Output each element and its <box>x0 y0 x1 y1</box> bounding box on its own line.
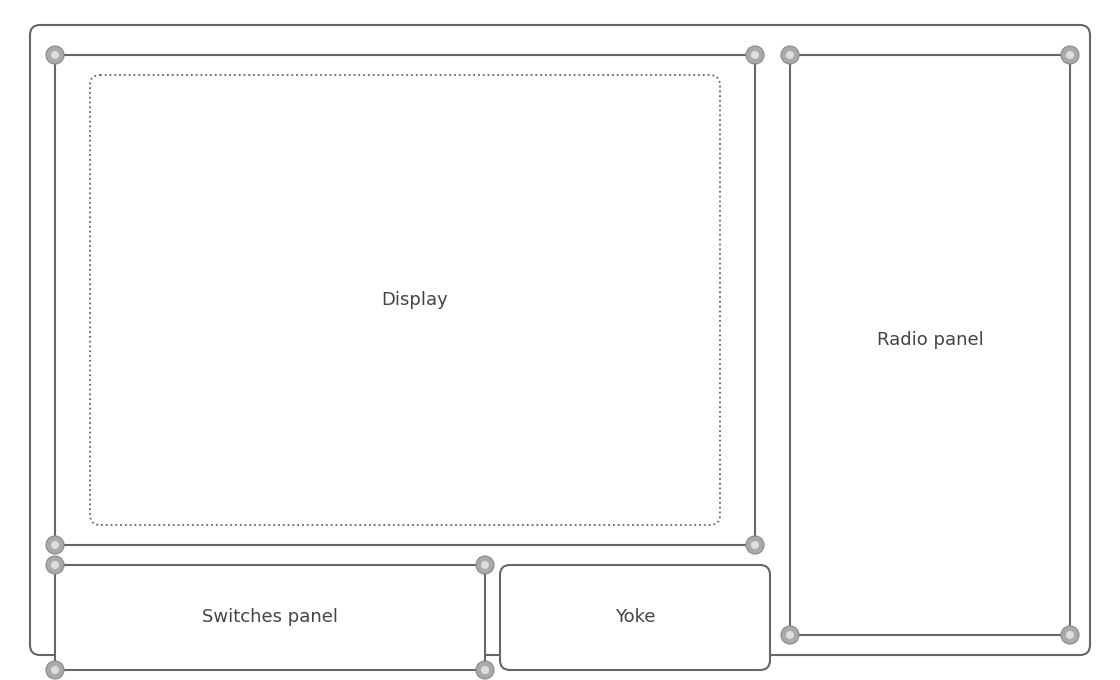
Circle shape <box>1066 631 1074 639</box>
Circle shape <box>746 46 764 64</box>
Text: Display: Display <box>382 291 448 309</box>
FancyBboxPatch shape <box>30 25 1090 655</box>
Circle shape <box>781 46 799 64</box>
Text: Radio panel: Radio panel <box>877 331 983 349</box>
Circle shape <box>46 46 64 64</box>
Text: Switches panel: Switches panel <box>202 608 338 626</box>
Circle shape <box>476 661 494 679</box>
Circle shape <box>50 51 59 59</box>
FancyBboxPatch shape <box>500 565 771 670</box>
Circle shape <box>746 536 764 554</box>
Circle shape <box>46 536 64 554</box>
Circle shape <box>1061 46 1079 64</box>
Circle shape <box>50 541 59 549</box>
FancyBboxPatch shape <box>790 55 1070 635</box>
FancyBboxPatch shape <box>55 565 485 670</box>
Circle shape <box>50 666 59 674</box>
Circle shape <box>1066 51 1074 59</box>
Circle shape <box>480 666 489 674</box>
Circle shape <box>50 561 59 569</box>
Text: Yoke: Yoke <box>615 608 655 626</box>
Circle shape <box>786 51 794 59</box>
Circle shape <box>750 541 759 549</box>
Circle shape <box>480 561 489 569</box>
Circle shape <box>786 631 794 639</box>
FancyBboxPatch shape <box>55 55 755 545</box>
Circle shape <box>46 556 64 574</box>
Circle shape <box>46 661 64 679</box>
Circle shape <box>781 626 799 644</box>
Circle shape <box>476 556 494 574</box>
Circle shape <box>1061 626 1079 644</box>
Circle shape <box>750 51 759 59</box>
